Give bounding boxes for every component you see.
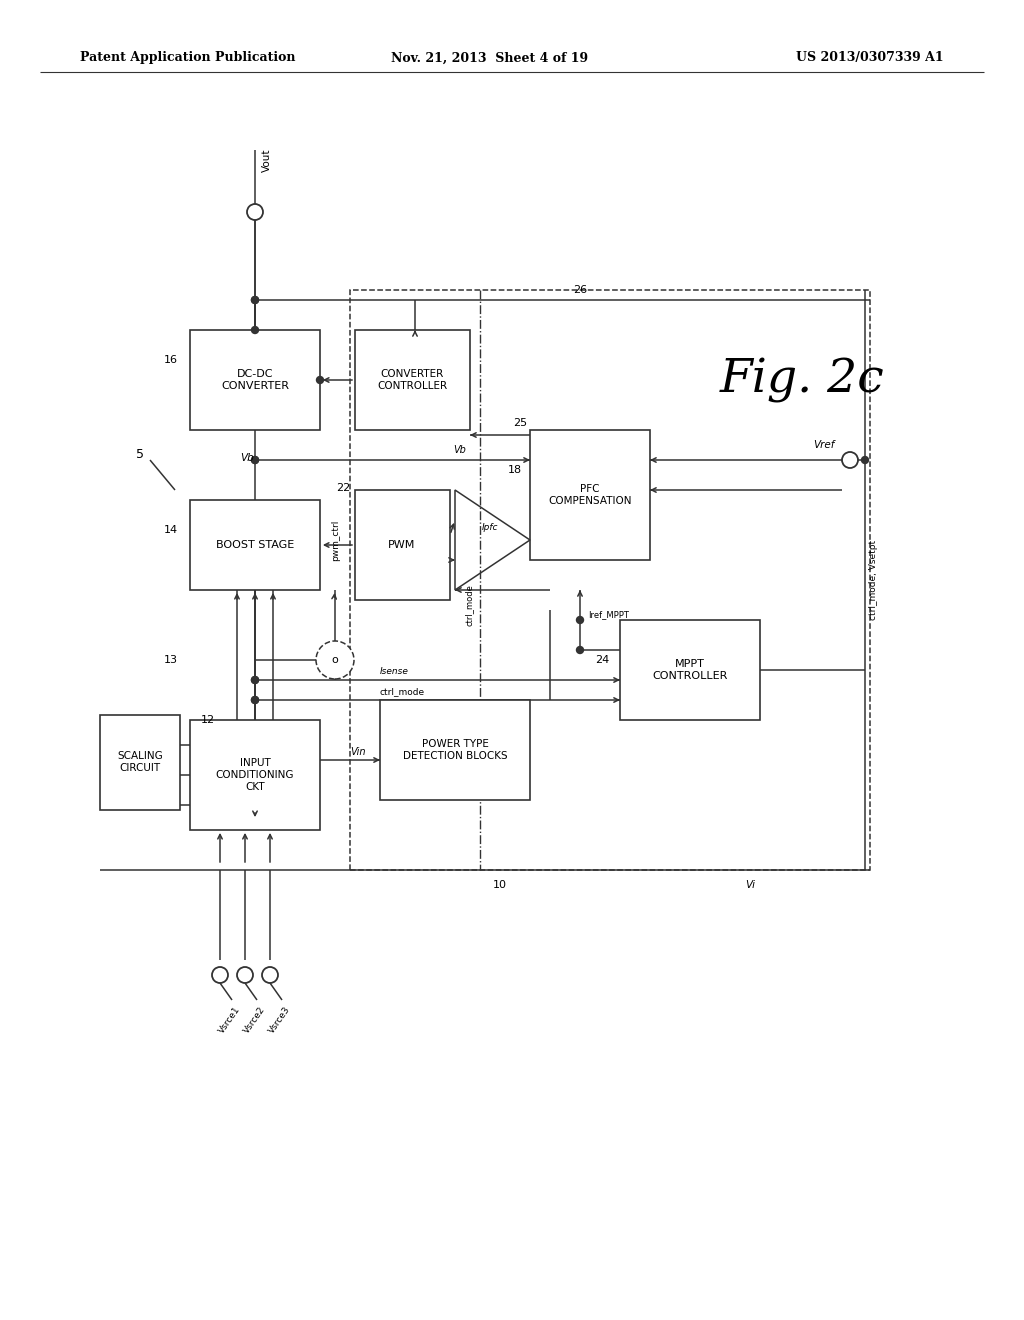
Text: o: o bbox=[332, 655, 338, 665]
Text: Vref: Vref bbox=[814, 440, 835, 450]
Bar bbox=[380, 700, 530, 800]
Bar bbox=[100, 715, 180, 810]
Text: Vsrce3: Vsrce3 bbox=[267, 1005, 292, 1035]
Circle shape bbox=[252, 676, 258, 684]
Text: Ipfc: Ipfc bbox=[481, 524, 499, 532]
Text: 13: 13 bbox=[164, 655, 178, 665]
Bar bbox=[350, 290, 870, 870]
Circle shape bbox=[252, 326, 258, 334]
Text: US 2013/0307339 A1: US 2013/0307339 A1 bbox=[797, 51, 944, 65]
Text: 16: 16 bbox=[164, 355, 178, 366]
Circle shape bbox=[252, 697, 258, 704]
Circle shape bbox=[252, 457, 258, 463]
Text: MPPT
CONTROLLER: MPPT CONTROLLER bbox=[652, 659, 728, 681]
Circle shape bbox=[252, 457, 258, 463]
Text: Fig. 2c: Fig. 2c bbox=[720, 358, 885, 403]
Text: Nov. 21, 2013  Sheet 4 of 19: Nov. 21, 2013 Sheet 4 of 19 bbox=[391, 51, 589, 65]
Text: ctrl_mode: ctrl_mode bbox=[465, 583, 474, 626]
Bar bbox=[355, 330, 470, 430]
Text: 25: 25 bbox=[513, 418, 527, 428]
Text: DC-DC
CONVERTER: DC-DC CONVERTER bbox=[221, 370, 289, 391]
Text: 12: 12 bbox=[201, 715, 215, 725]
Text: POWER TYPE
DETECTION BLOCKS: POWER TYPE DETECTION BLOCKS bbox=[402, 739, 507, 760]
Text: 22: 22 bbox=[336, 483, 350, 492]
Text: 5: 5 bbox=[136, 449, 144, 462]
Text: Vsrce2: Vsrce2 bbox=[242, 1005, 267, 1035]
Text: ctrl_mode: ctrl_mode bbox=[380, 688, 425, 697]
Ellipse shape bbox=[316, 642, 354, 678]
Bar bbox=[530, 430, 650, 560]
Bar bbox=[190, 500, 319, 590]
Text: 26: 26 bbox=[573, 285, 587, 294]
Bar bbox=[190, 330, 319, 430]
Circle shape bbox=[252, 697, 258, 704]
Text: 14: 14 bbox=[164, 525, 178, 535]
Circle shape bbox=[577, 616, 584, 623]
Text: 10: 10 bbox=[493, 880, 507, 890]
Text: 18: 18 bbox=[508, 465, 522, 475]
Text: Isense: Isense bbox=[380, 668, 409, 676]
Circle shape bbox=[861, 457, 868, 463]
Text: Iref_MPPT: Iref_MPPT bbox=[588, 610, 629, 619]
Text: Vb: Vb bbox=[454, 445, 467, 455]
Circle shape bbox=[252, 297, 258, 304]
Text: Vi: Vi bbox=[745, 880, 755, 890]
Text: Patent Application Publication: Patent Application Publication bbox=[80, 51, 296, 65]
Text: Vb: Vb bbox=[240, 453, 254, 463]
Text: INPUT
CONDITIONING
CKT: INPUT CONDITIONING CKT bbox=[216, 759, 294, 792]
Text: SCALING
CIRCUIT: SCALING CIRCUIT bbox=[117, 751, 163, 772]
Text: Vin: Vin bbox=[350, 747, 366, 756]
Text: pwm_ctrl: pwm_ctrl bbox=[331, 519, 340, 561]
Circle shape bbox=[316, 376, 324, 384]
Circle shape bbox=[577, 647, 584, 653]
Text: Vsrce1: Vsrce1 bbox=[217, 1005, 242, 1035]
Text: PFC
COMPENSATION: PFC COMPENSATION bbox=[548, 484, 632, 506]
Circle shape bbox=[252, 297, 258, 304]
Text: PWM: PWM bbox=[388, 540, 416, 550]
Text: Vout: Vout bbox=[262, 148, 272, 172]
Text: 24: 24 bbox=[595, 655, 609, 665]
Circle shape bbox=[252, 676, 258, 684]
Bar bbox=[355, 490, 450, 601]
Bar bbox=[620, 620, 760, 719]
Text: ctrl_mode, Vsetpt: ctrl_mode, Vsetpt bbox=[868, 540, 878, 620]
Text: CONVERTER
CONTROLLER: CONVERTER CONTROLLER bbox=[377, 370, 447, 391]
Bar bbox=[190, 719, 319, 830]
Text: BOOST STAGE: BOOST STAGE bbox=[216, 540, 294, 550]
